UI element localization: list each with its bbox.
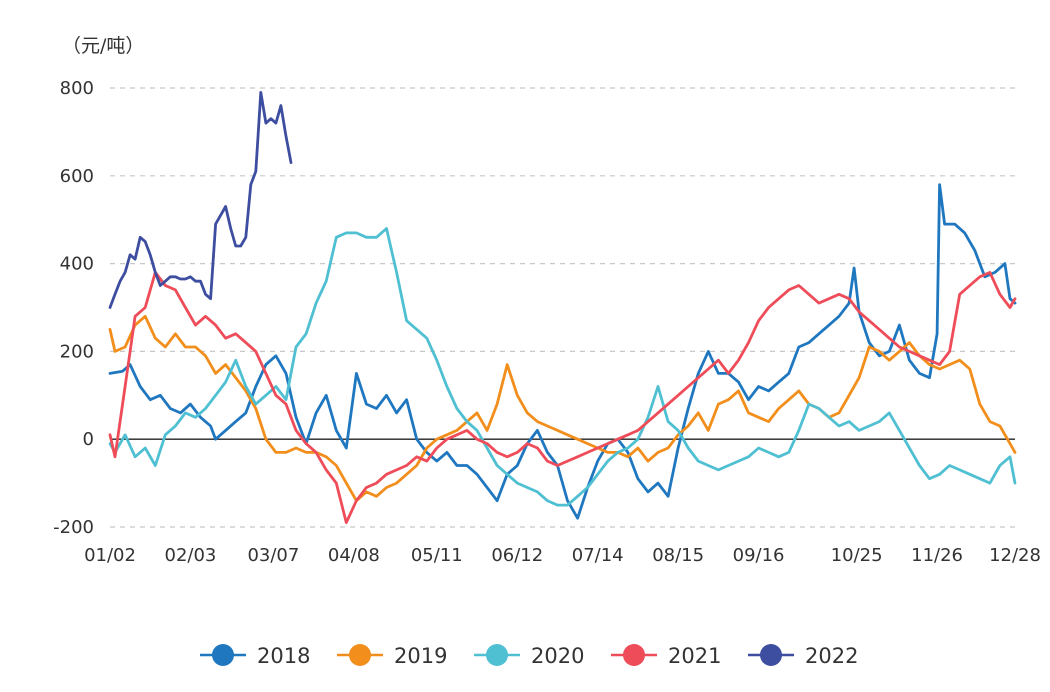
x-tick-label: 09/16 [733,545,785,566]
series-line-2020 [108,227,1017,507]
y-tick-label: 600 [60,166,94,187]
series-line-2019 [108,314,1017,503]
legend-marker [212,644,234,666]
legend-marker [623,644,645,666]
legend-label: 2019 [394,644,447,668]
legend-item-2022[interactable]: 2022 [748,644,858,668]
x-tick-label: 03/07 [247,545,299,566]
legend-item-2020[interactable]: 2020 [474,644,584,668]
legend-item-2019[interactable]: 2019 [337,644,447,668]
y-tick-label: -200 [53,517,94,538]
legend-marker [760,644,782,666]
x-tick-label: 08/15 [652,545,704,566]
series-line-2021 [108,271,1017,524]
x-tick-label: 01/02 [84,545,136,566]
y-tick-label: 800 [60,78,94,99]
legend-marker [349,644,371,666]
legend: 2018 2019 2020 2021 2022 [200,644,858,668]
legend-item-2018[interactable]: 2018 [200,644,310,668]
x-tick-label: 11/26 [911,545,963,566]
y-unit-label: （元/吨） [62,35,144,57]
x-tick-label: 10/25 [831,545,883,566]
x-axis-ticks: 01/02 02/03 03/07 04/08 05/11 06/12 07/14 08/15… [84,545,1041,566]
y-tick-label: 400 [60,254,94,275]
legend-marker [486,644,508,666]
y-axis-ticks: -200 0 200 400 600 800 [53,78,94,538]
legend-item-2021[interactable]: 2021 [611,644,721,668]
x-tick-label: 12/28 [989,545,1041,566]
legend-label: 2018 [257,644,310,668]
x-tick-label: 05/11 [411,545,463,566]
legend-label: 2021 [668,644,721,668]
series-lines [108,91,1017,524]
x-tick-label: 02/03 [165,545,217,566]
y-tick-label: 200 [60,341,94,362]
y-tick-label: 0 [83,429,94,450]
legend-label: 2022 [805,644,858,668]
x-tick-label: 06/12 [491,545,543,566]
series-line-2022 [108,91,293,309]
grid-lines [110,87,1015,528]
x-tick-label: 07/14 [572,545,624,566]
x-tick-label: 04/08 [328,545,380,566]
legend-label: 2020 [531,644,584,668]
